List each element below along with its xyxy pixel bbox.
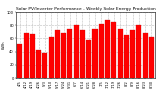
Bar (149, 37, 154, 78)
Bar (99, 24, 104, 78)
Bar (118, 28, 123, 78)
Bar (124, 35, 129, 78)
Bar (92, 28, 97, 78)
Bar (105, 20, 110, 78)
Bar (55, 30, 60, 78)
Bar (67, 28, 72, 78)
Bar (24, 33, 28, 78)
Y-axis label: kWh: kWh (2, 41, 6, 49)
Bar (36, 50, 41, 78)
Bar (17, 44, 22, 78)
Bar (111, 22, 116, 78)
Title: Solar PV/Inverter Performance - Weekly Solar Energy Production: Solar PV/Inverter Performance - Weekly S… (16, 7, 156, 11)
Bar (42, 53, 47, 78)
Bar (49, 37, 54, 78)
Bar (61, 33, 66, 78)
Bar (143, 33, 148, 78)
Bar (30, 34, 35, 78)
Bar (86, 40, 91, 78)
Bar (130, 30, 135, 78)
Bar (74, 25, 79, 78)
Bar (80, 30, 85, 78)
Bar (136, 25, 141, 78)
